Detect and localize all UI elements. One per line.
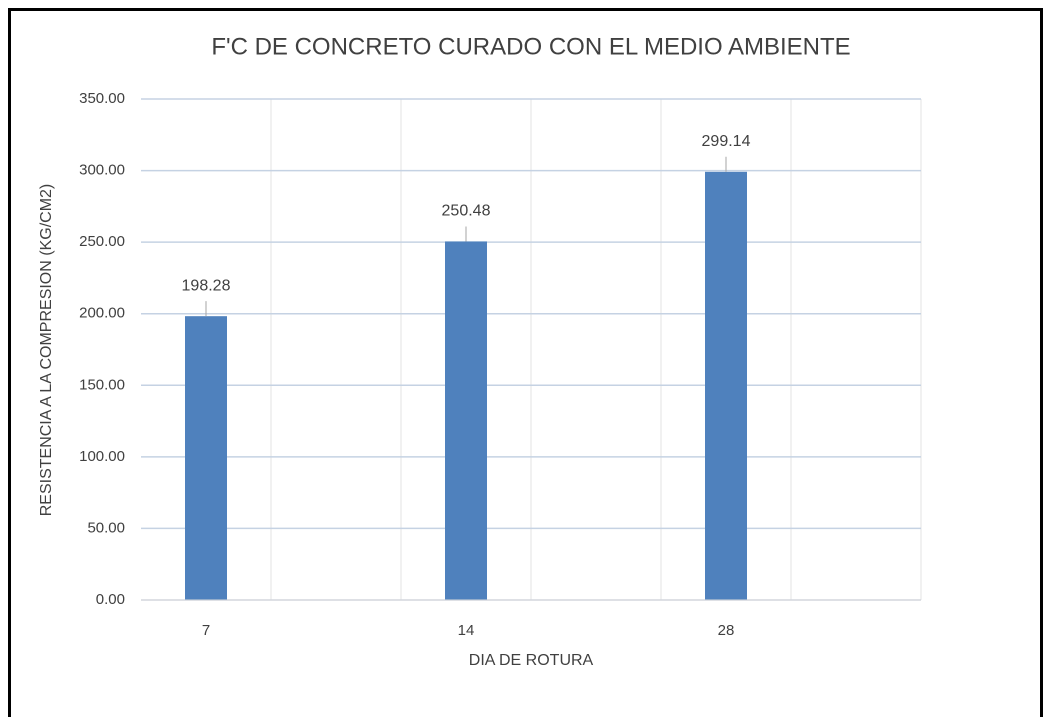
bar [445,241,487,601]
y-tick-label: 150.00 [79,376,125,393]
y-axis-title: RESISTENCIA A LA COMPRESION (KG/CM2) [38,184,55,517]
x-tick-label: 14 [458,622,475,639]
x-axis-title: DIA DE ROTURA [469,652,594,669]
chart-title: F'C DE CONCRETO CURADO CON EL MEDIO AMBI… [211,33,850,60]
y-tick-label: 200.00 [79,305,125,322]
data-label: 250.48 [442,203,491,220]
data-label: 198.28 [182,277,231,294]
y-tick-label: 300.00 [79,162,125,179]
bar [705,171,747,600]
y-tick-label: 0.00 [96,591,125,608]
bar [185,316,227,600]
y-tick-label: 50.00 [87,519,125,536]
frame [8,8,1043,717]
y-tick-label: 350.00 [79,90,125,107]
y-tick-label: 250.00 [79,233,125,250]
x-tick-label: 28 [718,622,735,639]
data-label: 299.14 [702,133,751,150]
y-tick-label: 100.00 [79,448,125,465]
x-tick-label: 7 [202,622,210,639]
